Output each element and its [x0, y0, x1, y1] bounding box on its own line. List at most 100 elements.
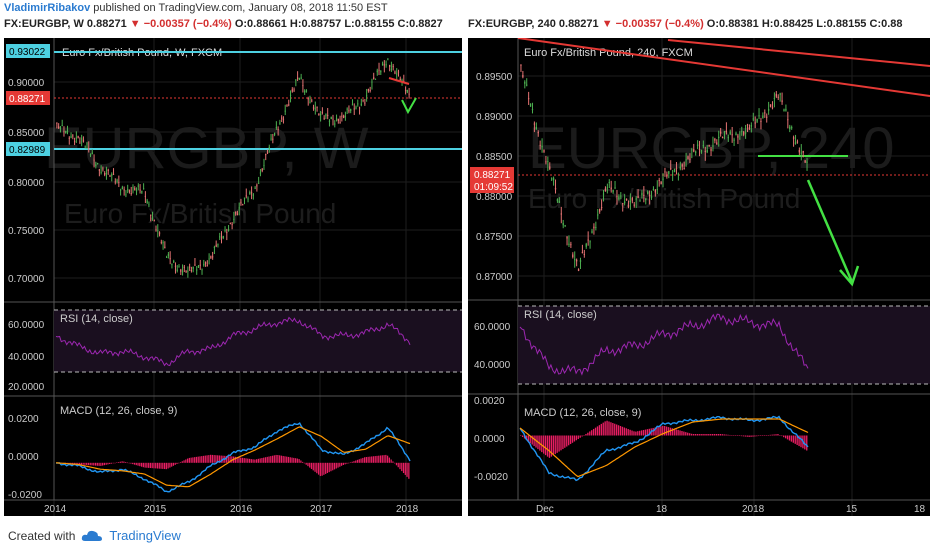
candle [362, 99, 364, 101]
candle [408, 93, 410, 95]
candle [739, 138, 741, 140]
right-trendline-lower[interactable] [667, 39, 931, 67]
candle [166, 256, 168, 258]
left-chart-svg[interactable]: EURGBP, W Euro Fx/British Pound Euro Fx/… [4, 38, 462, 516]
left-chart-panel[interactable]: EURGBP, W Euro Fx/British Pound Euro Fx/… [4, 38, 462, 516]
candle [86, 143, 88, 145]
histogram-bar [215, 455, 217, 463]
histogram-bar [631, 430, 633, 436]
histogram-bar [213, 455, 215, 463]
histogram-bar [369, 456, 371, 463]
histogram-bar [240, 457, 242, 463]
candle [357, 103, 359, 105]
candle [719, 131, 722, 134]
right-macd-title: MACD (12, 26, close, 9) [524, 407, 641, 419]
right-chart-svg[interactable]: EURGBP, 240 Euro Fx/British Pound Euro F… [468, 37, 931, 516]
candle [677, 173, 680, 175]
candle [307, 98, 309, 100]
right-chart-panel[interactable]: EURGBP, 240 Euro Fx/British Pound Euro F… [468, 37, 931, 516]
histogram-bar [773, 434, 775, 436]
candle [194, 264, 196, 266]
candle [199, 264, 201, 266]
candle [696, 144, 699, 146]
candle [806, 161, 808, 164]
histogram-bar [806, 435, 808, 451]
candle [589, 241, 591, 243]
candle [764, 112, 766, 114]
candle [231, 223, 233, 226]
histogram-bar [355, 460, 357, 463]
histogram-bar [204, 455, 206, 463]
candle [350, 109, 352, 111]
candle [134, 188, 136, 191]
histogram-bar [98, 462, 100, 466]
right-watermark-small: Euro Fx/British Pound [528, 183, 800, 214]
candle [206, 265, 208, 267]
right-symbol-header: FX:EURGBP, 240 0.88271 ▼ −0.00357 (−0.4%… [468, 18, 930, 36]
candle [552, 178, 555, 180]
histogram-bar [217, 455, 219, 463]
right-low: L:0.88155 [816, 18, 867, 30]
histogram-bar [700, 434, 702, 436]
histogram-bar [167, 462, 169, 469]
candle [233, 218, 235, 220]
histogram-bar [566, 435, 568, 447]
candle [63, 131, 65, 133]
candle [693, 149, 695, 152]
candle [541, 146, 543, 148]
candle [754, 122, 756, 124]
candle [258, 182, 260, 184]
candle [587, 239, 589, 241]
author-link[interactable]: VladimirRibakov [4, 2, 91, 14]
candle [606, 187, 609, 189]
candle [706, 149, 708, 153]
candle [305, 90, 308, 92]
histogram-bar [256, 459, 258, 463]
candle [268, 146, 270, 149]
candle [549, 166, 551, 169]
histogram-bar [128, 462, 130, 464]
histogram-bar [280, 455, 283, 463]
histogram-bar [225, 455, 228, 463]
candle [401, 79, 403, 82]
histogram-bar [577, 435, 579, 439]
publish-line: VladimirRibakov published on TradingView… [4, 2, 388, 14]
right-trendline-upper[interactable] [517, 37, 931, 97]
candle [127, 189, 129, 191]
candle [142, 188, 145, 190]
left-trendline[interactable] [388, 77, 410, 85]
candle [664, 171, 666, 173]
histogram-bar [706, 434, 708, 436]
tradingview-brand-link[interactable]: TradingView [109, 528, 181, 543]
histogram-bar [738, 435, 741, 436]
histogram-bar [784, 435, 787, 439]
histogram-bar [298, 459, 300, 463]
histogram-bar [721, 434, 723, 436]
histogram-bar [673, 428, 675, 436]
created-with-label: Created with [8, 528, 76, 543]
histogram-bar [243, 458, 245, 463]
histogram-bar [284, 456, 286, 463]
right-candles [520, 64, 808, 272]
histogram-bar [690, 433, 693, 436]
histogram-bar [314, 462, 316, 472]
histogram-bar [767, 435, 770, 436]
candle [343, 115, 345, 119]
candle [95, 164, 97, 167]
histogram-bar [385, 454, 387, 463]
candle [781, 100, 783, 103]
histogram-bar [742, 435, 745, 437]
histogram-bar [527, 435, 530, 442]
candle [293, 89, 295, 91]
histogram-bar [376, 455, 378, 463]
candle [72, 135, 74, 137]
histogram-bar [294, 458, 297, 463]
histogram-bar [727, 434, 729, 436]
candle [265, 154, 267, 156]
candle [775, 93, 777, 97]
histogram-bar [77, 462, 79, 465]
candle [84, 146, 86, 148]
histogram-bar [105, 462, 107, 465]
candle [155, 229, 157, 231]
right-price: 0.88271 [558, 18, 599, 30]
